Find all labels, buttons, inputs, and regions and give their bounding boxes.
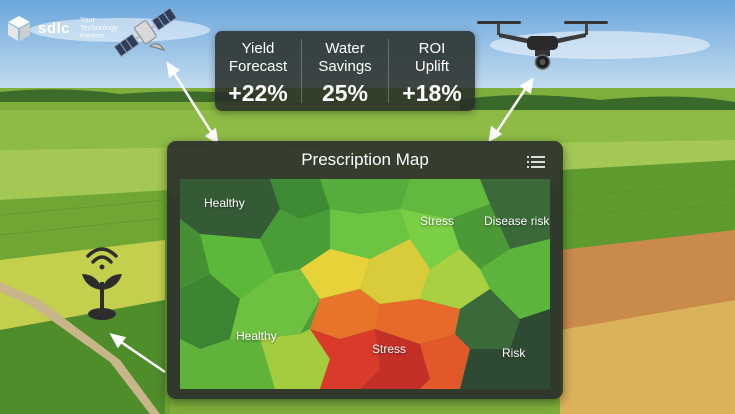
drone-icon — [477, 21, 608, 70]
cube-logo-icon — [8, 16, 30, 41]
kpi-yield-value: +22% — [228, 80, 288, 106]
kpi-panel: Yield Forecast +22% Water Savings 25% RO… — [215, 31, 475, 111]
kpi-water-savings: Water Savings 25% — [301, 39, 388, 106]
satellite-icon — [113, 7, 178, 58]
brand-name: sdlc — [38, 19, 71, 37]
prescription-map-panel: Prescription Map — [167, 141, 563, 399]
kpi-yield-forecast: Yield Forecast +22% — [228, 40, 288, 106]
zone-label-stress-top: Stress — [420, 214, 455, 228]
kpi-water-value: 25% — [321, 80, 369, 106]
kpi-roi-value: +18% — [402, 80, 462, 106]
zone-map-graphic — [180, 179, 550, 389]
zone-label-healthy-bottom: Healthy — [236, 329, 277, 343]
zone-map: Healthy Stress Disease risk Healthy Stre… — [180, 179, 550, 389]
soil-sensor-icon — [82, 247, 122, 320]
zone-label-stress-bottom: Stress — [372, 342, 407, 356]
zone-label-healthy-top: Healthy — [204, 196, 245, 210]
menu-icon[interactable] — [527, 155, 545, 169]
zone-label-disease-risk: Disease risk — [484, 214, 550, 228]
brand-tagline: Your Technology Partner — [80, 15, 118, 40]
brand-logo: sdlc Your Technology Partner — [6, 14, 118, 42]
kpi-roi-uplift: ROI Uplift +18% — [388, 39, 475, 106]
map-title: Prescription Map — [301, 150, 429, 169]
zone-label-risk: Risk — [502, 346, 526, 360]
